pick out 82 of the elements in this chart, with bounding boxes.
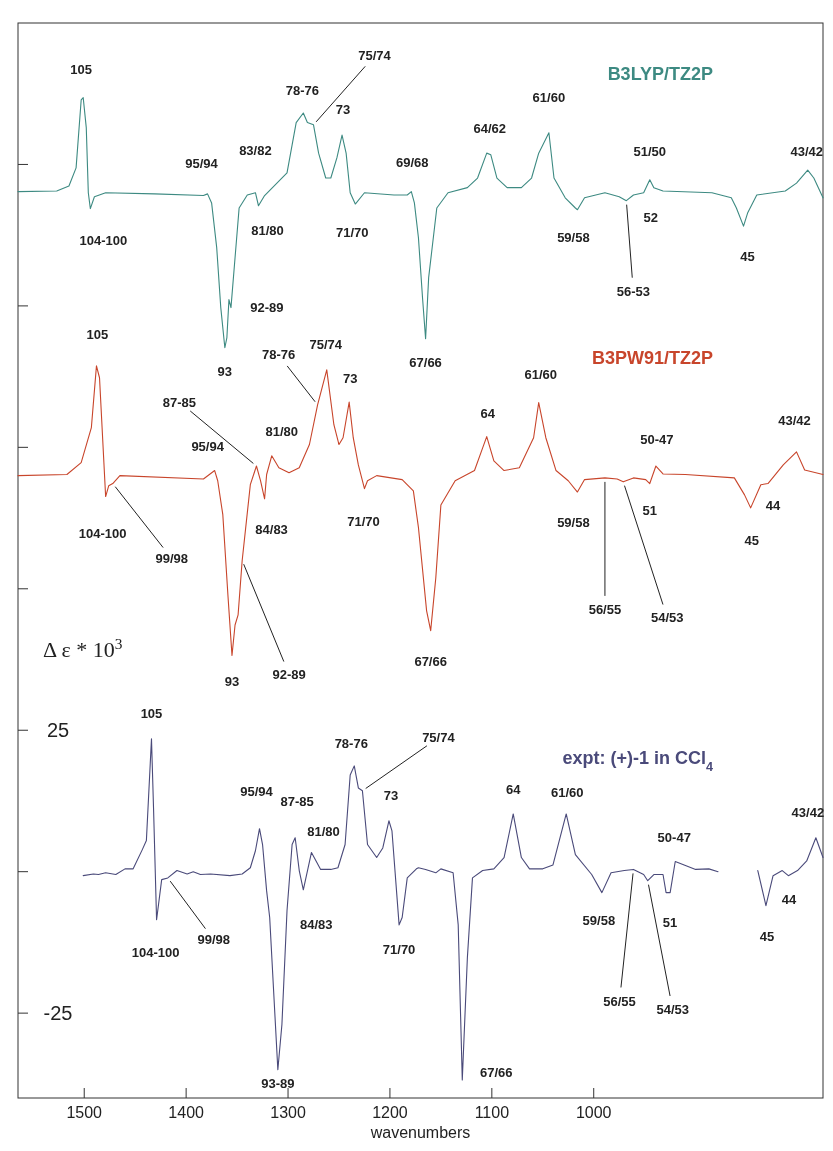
annotation: 45 <box>759 929 775 945</box>
annotation: 104-100 <box>79 233 128 249</box>
annotation: 51 <box>642 503 658 519</box>
y-axis-title: Δ ε * 10$^{3}$ <box>43 634 123 663</box>
annotation: 61/60 <box>532 90 566 106</box>
annotation: 56-53 <box>616 284 650 300</box>
annotation: 105 <box>140 706 163 722</box>
annotation: 43/42 <box>778 413 811 429</box>
y-tick-label: -25 <box>43 1002 73 1025</box>
annotation: 75/74 <box>358 48 392 64</box>
annotation: 73 <box>342 370 358 386</box>
annotation: 50-47 <box>640 431 674 447</box>
line-series <box>17 365 824 657</box>
annotation: 64/62 <box>473 120 507 136</box>
annotation: 67/66 <box>414 654 447 670</box>
annotation: 71/70 <box>382 942 416 958</box>
annotation: 81/80 <box>265 424 298 440</box>
x-tick-label: 1200 <box>372 1104 408 1121</box>
annotation: 81/80 <box>307 824 340 839</box>
annotation: 45 <box>744 533 759 549</box>
annotation: 50-47 <box>657 830 691 846</box>
annotation: 45 <box>740 248 755 264</box>
annotation: 44 <box>781 892 798 908</box>
annotation: 87-85 <box>162 394 197 410</box>
annotation: 87-85 <box>280 794 314 810</box>
annotation: 93 <box>217 364 233 380</box>
annotation: 59/58 <box>582 913 616 929</box>
annotation: 105 <box>86 327 109 343</box>
annotation: 81/80 <box>251 223 284 239</box>
annotation: 95/94 <box>191 439 225 455</box>
annotation: 54/53 <box>656 1002 690 1018</box>
annotation: 61/60 <box>550 784 584 800</box>
annotation: 43/42 <box>790 143 823 159</box>
annotation: 104-100 <box>131 945 180 961</box>
annotation: 75/74 <box>309 337 343 353</box>
annotation: 95/94 <box>240 784 274 800</box>
annotation: 51 <box>662 915 678 931</box>
annotation: 71/70 <box>336 224 369 240</box>
annotation: 56/55 <box>603 993 636 1009</box>
annotation: 93 <box>224 674 240 690</box>
y-tick-label: 25 <box>46 719 70 742</box>
annotation: 67/66 <box>480 1065 513 1081</box>
annotation: 78-76 <box>285 82 319 98</box>
x-tick-label: 1100 <box>474 1104 510 1121</box>
annotation: 104-100 <box>78 526 127 542</box>
annotation: 43/42 <box>791 805 825 821</box>
annotation: 69/68 <box>396 155 429 171</box>
annotation: 83/82 <box>239 143 272 159</box>
annotation: 99/98 <box>155 551 189 567</box>
annotation: 71/70 <box>347 514 380 530</box>
annotation: 99/98 <box>197 932 231 948</box>
annotation: 73 <box>335 101 351 117</box>
annotation: 44 <box>765 498 781 514</box>
annotation: 51/50 <box>633 144 667 160</box>
annotation: 59/58 <box>557 514 590 530</box>
annotation: 61/60 <box>524 367 557 383</box>
annotation: 92-89 <box>272 667 306 683</box>
annotation: 54/53 <box>651 610 684 626</box>
annotation: 73 <box>383 788 399 804</box>
annotation: 59/58 <box>557 230 590 246</box>
x-tick-label: 1300 <box>270 1104 306 1121</box>
x-tick-label: 1500 <box>66 1104 103 1121</box>
annotation: 105 <box>70 62 93 78</box>
annotation: 92-89 <box>250 300 284 316</box>
x-tick-label: 1400 <box>168 1104 205 1121</box>
annotation: 56/55 <box>588 602 622 618</box>
annotation: 78-76 <box>261 347 296 363</box>
text: expt: (+)-1 in CCl$_{4}$ <box>562 747 713 774</box>
annotation: 84/83 <box>255 522 288 538</box>
annotation: 75/74 <box>422 730 456 746</box>
annotation: 78-76 <box>334 736 368 752</box>
annotation: 93-89 <box>261 1076 295 1092</box>
x-tick-label: 1000 <box>575 1104 612 1121</box>
text: B3PW91/TZ2P <box>591 347 713 368</box>
annotation: 67/66 <box>409 355 442 371</box>
annotation: 64 <box>480 406 496 422</box>
text: B3LYP/TZ2P <box>607 63 713 84</box>
annotation: 64 <box>505 781 522 797</box>
annotation: 95/94 <box>185 156 219 172</box>
x-axis-title: wavenumbers <box>369 1124 471 1141</box>
annotation: 84/83 <box>300 917 333 933</box>
annotation: 52 <box>643 210 659 226</box>
